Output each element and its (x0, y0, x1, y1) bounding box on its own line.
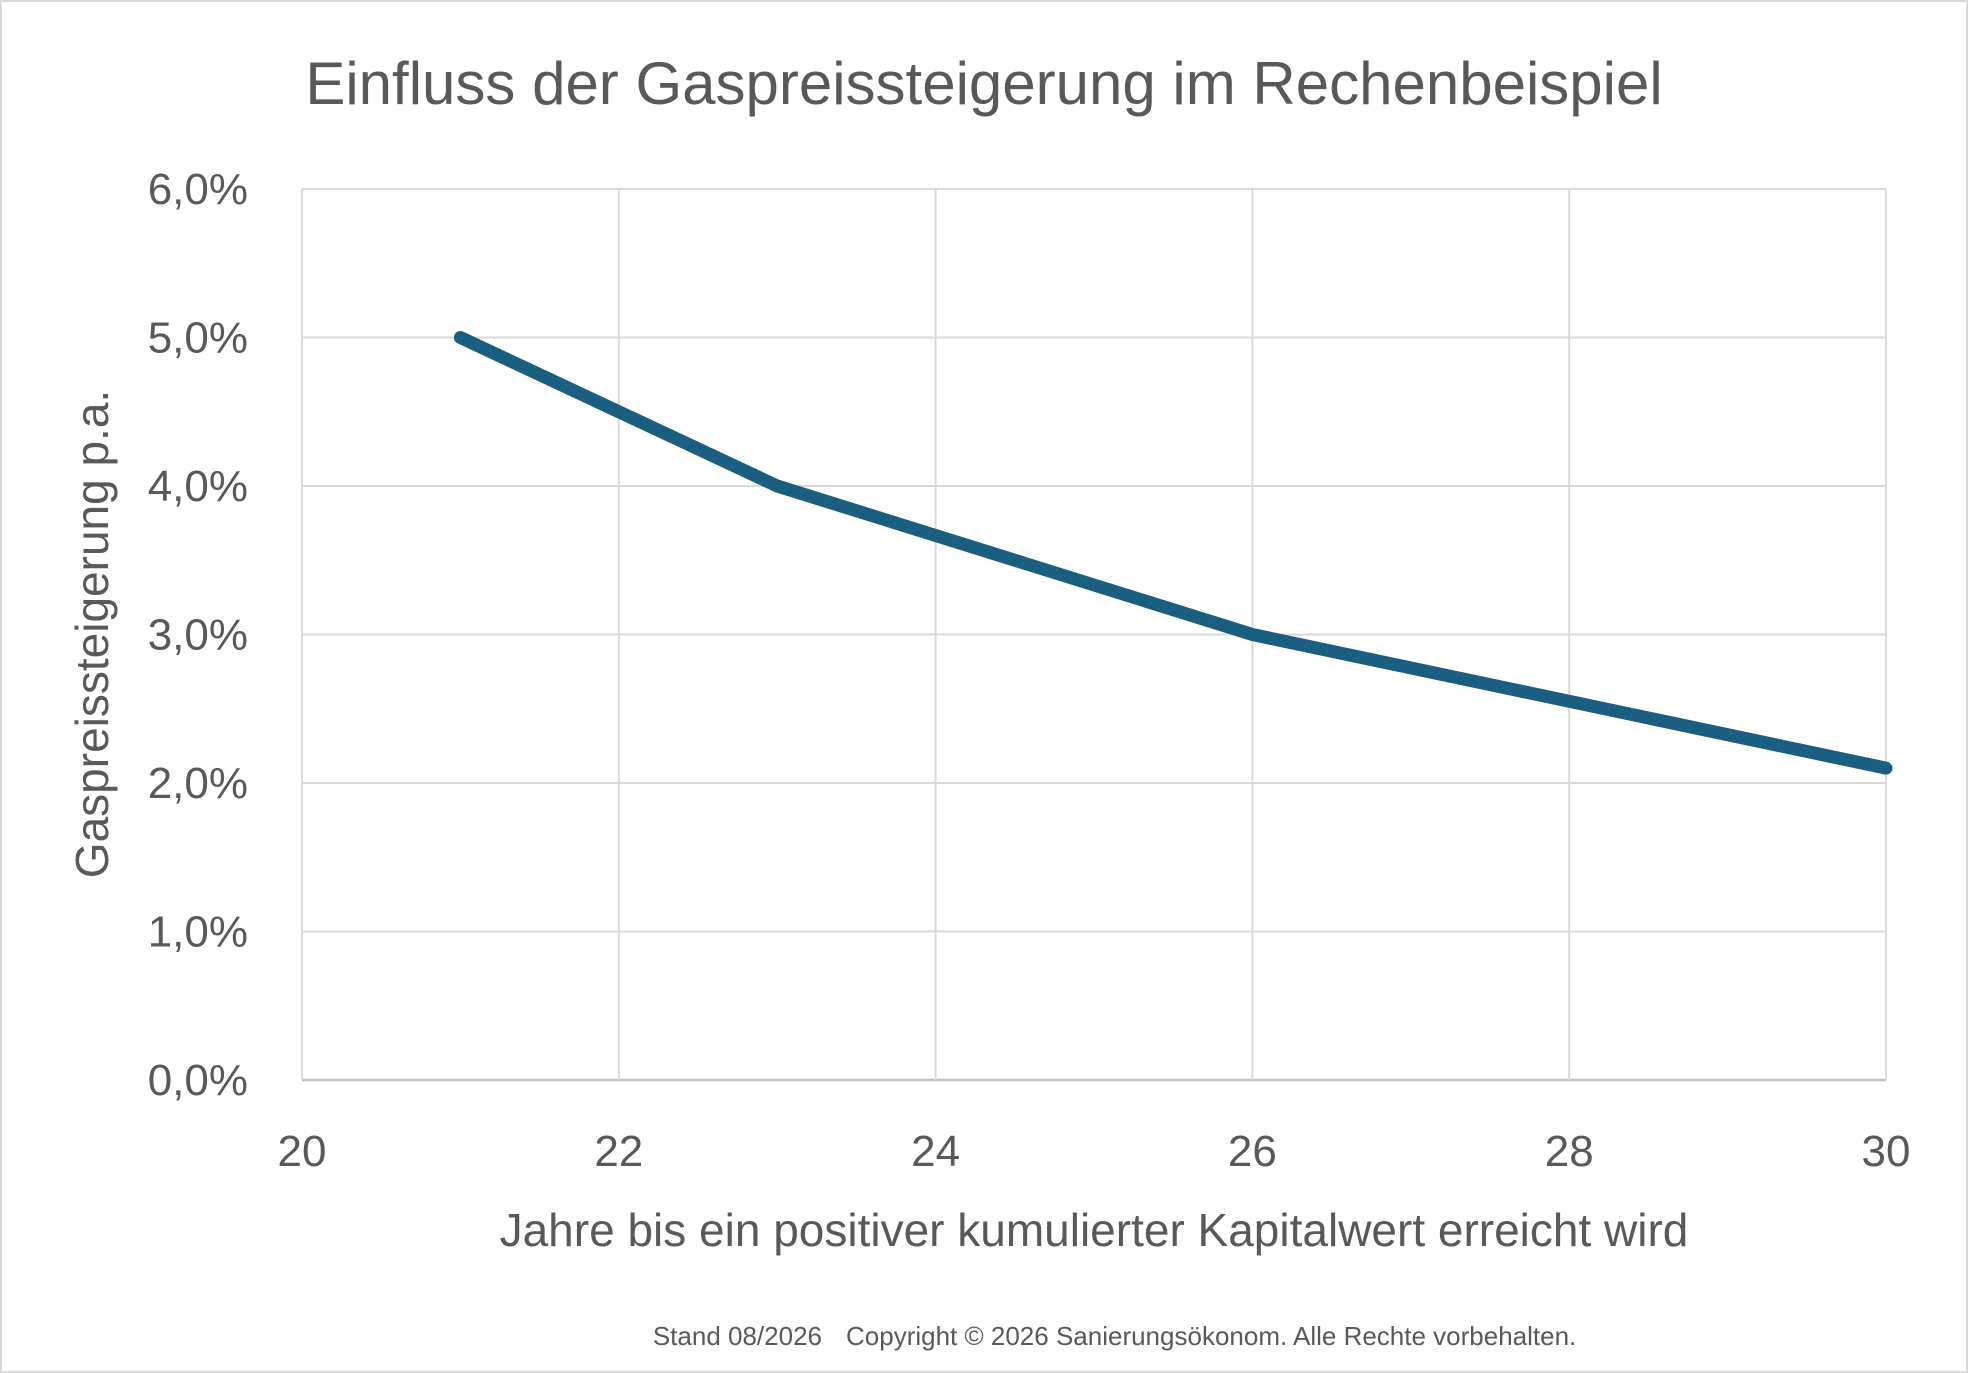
y-tick-label: 5,0% (148, 314, 248, 363)
x-tick-label: 24 (911, 1127, 960, 1176)
y-axis-label: Gaspreissteigerung p.a. (66, 390, 118, 878)
chart-title: Einfluss der Gaspreissteigerung im Reche… (305, 50, 1662, 117)
series-group (453, 331, 1893, 775)
x-axis-label: Jahre bis ein positiver kumulierter Kapi… (500, 1204, 1689, 1256)
x-tick-label: 30 (1862, 1127, 1911, 1176)
y-tick-labels: 0,0% 1,0% 2,0% 3,0% 4,0% 5,0% 6,0% (148, 165, 248, 1105)
y-tick-label: 2,0% (148, 759, 248, 808)
y-tick-label: 1,0% (148, 908, 248, 957)
footer-stand: Stand 08/2026 (653, 1321, 822, 1351)
x-tick-label: 22 (594, 1127, 643, 1176)
x-tick-labels: 20 22 24 26 28 30 (278, 1127, 1911, 1176)
y-tick-label: 6,0% (148, 165, 248, 214)
x-tick-label: 20 (278, 1127, 327, 1176)
y-tick-label: 4,0% (148, 462, 248, 511)
x-tick-label: 26 (1228, 1127, 1277, 1176)
x-tick-label: 28 (1545, 1127, 1594, 1176)
y-tick-label: 0,0% (148, 1056, 248, 1105)
footer-copyright: Copyright © 2026 Sanierungsökonom. Alle … (846, 1321, 1576, 1351)
grid-lines (301, 188, 1887, 1082)
y-tick-label: 3,0% (148, 611, 248, 660)
series-line (453, 331, 1893, 775)
